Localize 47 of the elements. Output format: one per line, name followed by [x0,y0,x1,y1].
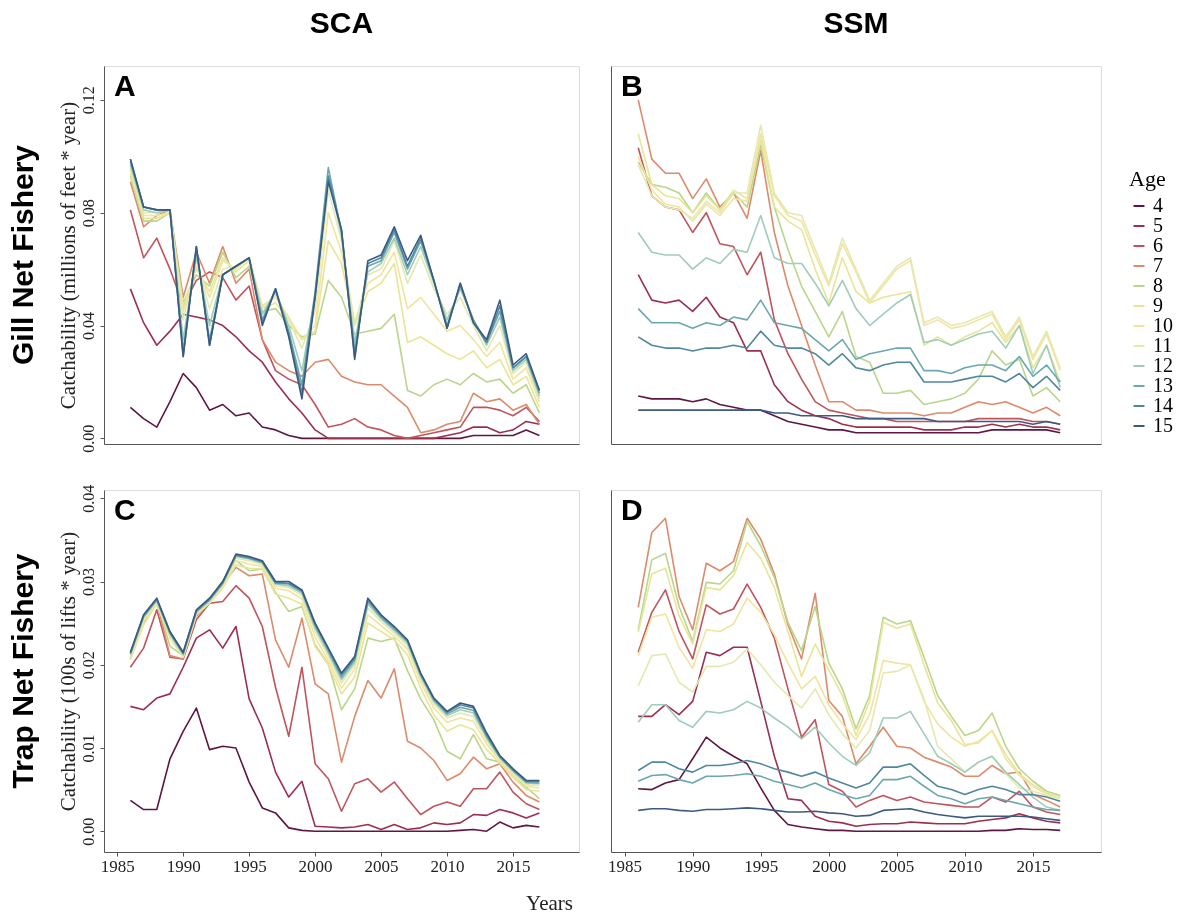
legend-label: 11 [1153,334,1173,356]
x-tick-label: 2010 [430,856,465,876]
y-tick-label: 0.01 [79,734,97,763]
y-tick-label: 0.00 [79,817,97,846]
y-tick-label: 0.12 [79,86,97,115]
y-axis-title: Catchability (100s of lifts * year) [55,531,80,812]
x-tick-label: 2010 [948,856,983,876]
x-axis-title: Years [526,890,573,915]
legend-label: 10 [1153,314,1173,336]
y-tick-label: 0.00 [79,424,97,453]
y-tick-label: 0.04 [79,484,97,513]
legend-label: 7 [1153,254,1163,276]
legend-label: 4 [1153,194,1163,216]
chart-title: D [621,493,643,526]
chart-title: A [114,69,136,102]
chart-title: C [114,493,136,526]
x-tick-label: 2000 [298,856,333,876]
x-tick-label: 1990 [166,856,201,876]
chart-subtitle: SSM [823,6,889,39]
y-tick-label: 0.08 [79,199,97,228]
text: Trap Net Fishery [6,553,39,789]
y-tick-label: 0.03 [79,568,97,597]
legend-label: 15 [1153,414,1173,436]
x-tick-label: 2000 [812,856,847,876]
x-tick-label: 2005 [880,856,915,876]
x-tick-label: 1990 [676,856,711,876]
x-tick-label: 1985 [100,856,135,876]
x-tick-label: 1995 [744,856,779,876]
x-tick-label: 2005 [364,856,399,876]
y-tick-label: 0.02 [79,651,97,680]
y-axis-title: Catchability (millions of feet * year) [55,101,80,410]
x-tick-label: 1995 [232,856,267,876]
x-tick-label: 2015 [1016,856,1051,876]
chart-subtitle: SCA [309,6,374,39]
legend-title: Age [1129,166,1166,191]
legend-label: 5 [1153,214,1163,236]
legend-label: 13 [1153,374,1173,396]
legend-label: 12 [1153,354,1173,376]
chart-title: B [621,69,643,102]
text: Gill Net Fishery [6,144,39,366]
x-tick-label: 1985 [608,856,643,876]
legend-label: 6 [1153,234,1163,256]
y-tick-label: 0.04 [79,312,97,341]
x-tick-label: 2015 [496,856,531,876]
legend-label: 14 [1153,394,1173,416]
legend-label: 9 [1153,294,1163,316]
legend-label: 8 [1153,274,1163,296]
